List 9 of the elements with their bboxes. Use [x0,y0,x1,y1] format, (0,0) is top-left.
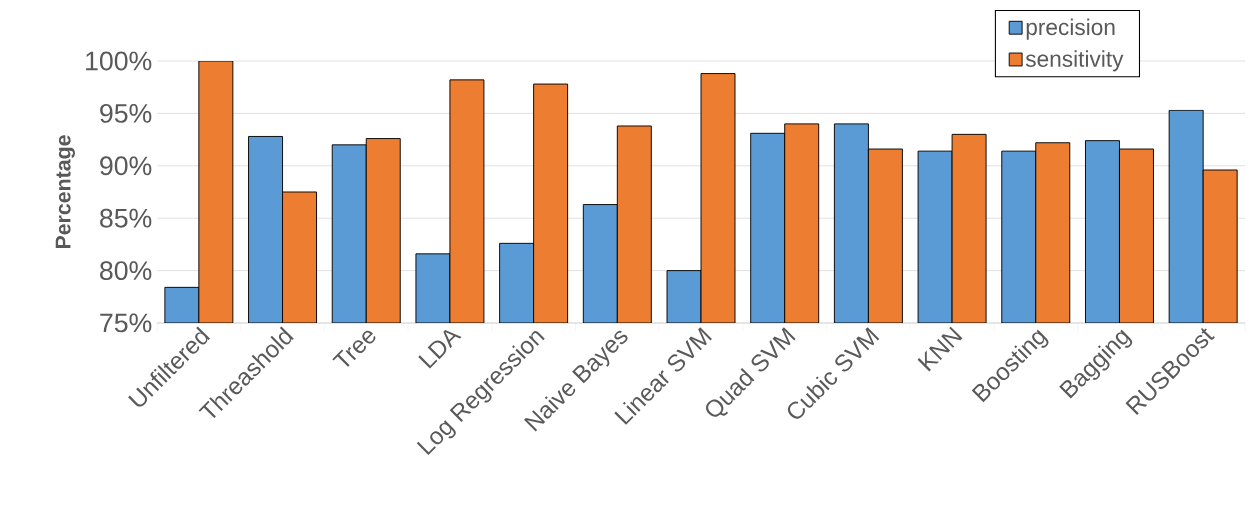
y-tick-label: 85% [100,208,152,228]
x-tick-label: Tree [332,330,376,367]
y-tick-label: 95% [100,103,152,123]
y-tick-label: 80% [100,261,152,281]
legend-label: sensitivity [1025,50,1124,72]
y-axis-title: Percentage [55,135,75,249]
y-tick-label: 90% [100,156,152,176]
legend-label: precision [1026,18,1115,40]
y-tick-label: 100% [86,51,152,71]
